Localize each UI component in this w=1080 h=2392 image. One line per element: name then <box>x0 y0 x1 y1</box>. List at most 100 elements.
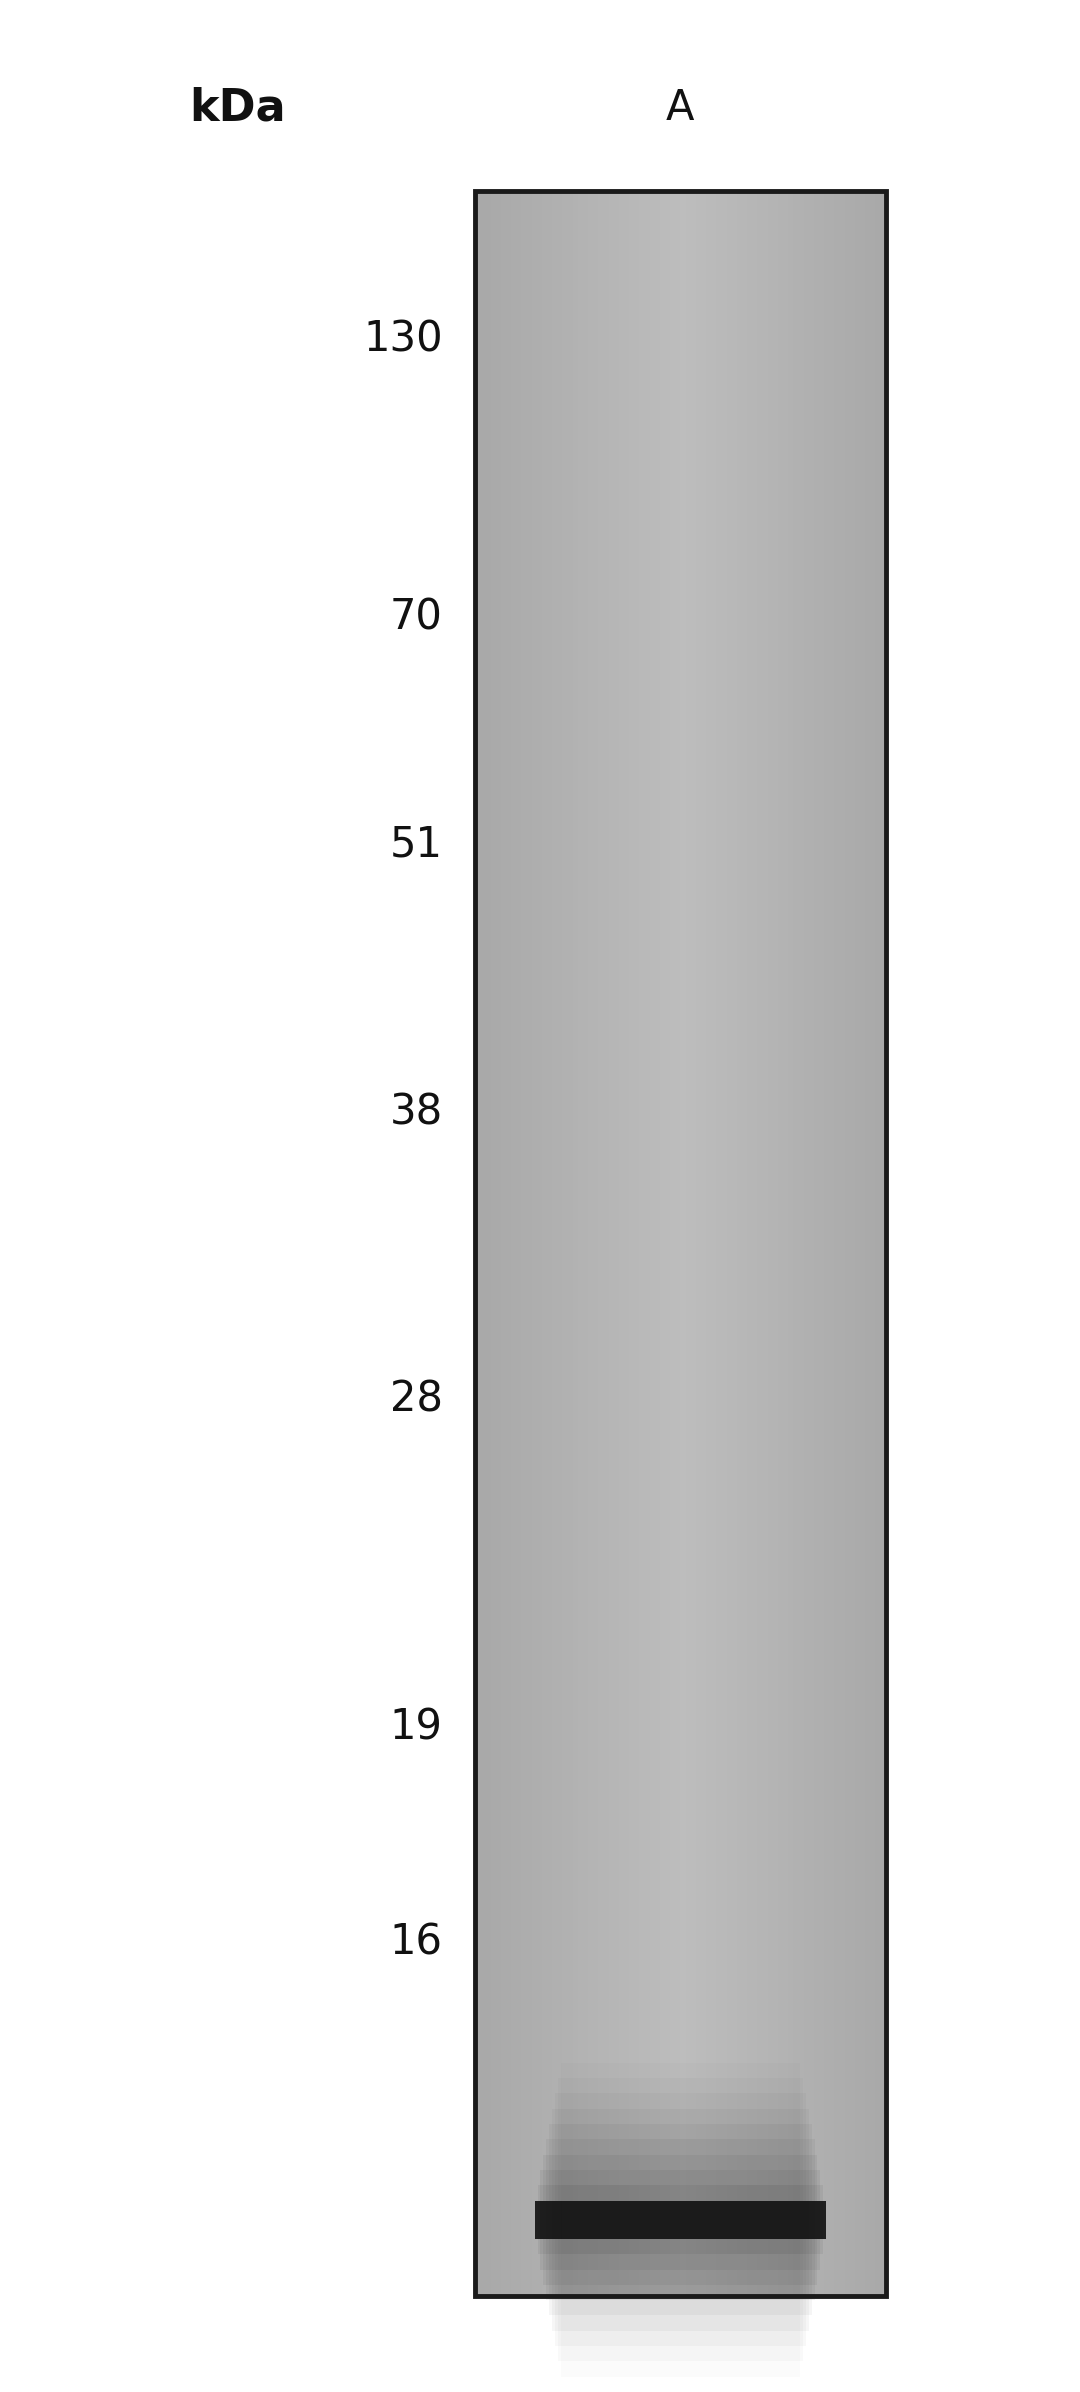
Bar <box>568 191 572 2296</box>
Bar <box>557 191 563 2296</box>
Bar <box>538 2186 823 2253</box>
Bar <box>670 191 675 2296</box>
Bar <box>516 191 522 2296</box>
Bar <box>572 191 578 2296</box>
Bar <box>752 191 757 2296</box>
Bar <box>757 191 762 2296</box>
Bar <box>845 191 850 2296</box>
Bar <box>691 191 696 2296</box>
Bar <box>824 191 829 2296</box>
Bar <box>558 2079 802 2361</box>
Bar <box>543 2155 818 2284</box>
Bar <box>634 191 639 2296</box>
Bar <box>527 191 531 2296</box>
Bar <box>747 191 752 2296</box>
Bar <box>768 191 773 2296</box>
Bar <box>555 2093 806 2347</box>
Bar <box>732 191 737 2296</box>
Bar <box>686 191 691 2296</box>
Bar <box>654 191 660 2296</box>
Bar <box>549 2124 812 2315</box>
Bar <box>552 191 557 2296</box>
Bar <box>665 191 670 2296</box>
Bar <box>798 191 804 2296</box>
Bar <box>490 191 496 2296</box>
Text: kDa: kDa <box>189 86 286 129</box>
Text: 70: 70 <box>390 596 443 639</box>
Bar <box>809 191 814 2296</box>
Bar <box>609 191 613 2296</box>
Bar <box>783 191 788 2296</box>
Bar <box>742 191 747 2296</box>
Bar <box>834 191 839 2296</box>
Bar <box>696 191 701 2296</box>
Bar <box>496 191 501 2296</box>
Text: 38: 38 <box>390 1091 443 1134</box>
Bar <box>773 191 778 2296</box>
Bar <box>855 191 860 2296</box>
Bar <box>850 191 855 2296</box>
Text: 130: 130 <box>363 318 443 361</box>
Bar <box>829 191 834 2296</box>
Bar <box>870 191 875 2296</box>
Bar <box>511 191 516 2296</box>
Text: 16: 16 <box>390 1921 443 1964</box>
Bar <box>505 191 511 2296</box>
Bar <box>563 191 568 2296</box>
Bar <box>629 191 634 2296</box>
Bar <box>701 191 706 2296</box>
Bar <box>814 191 819 2296</box>
Bar <box>583 191 588 2296</box>
Bar <box>522 191 527 2296</box>
Bar <box>598 191 604 2296</box>
Bar <box>546 2138 814 2301</box>
Bar <box>578 191 583 2296</box>
Bar <box>604 191 609 2296</box>
Bar <box>716 191 721 2296</box>
Bar <box>588 191 593 2296</box>
Bar <box>613 191 619 2296</box>
Text: 19: 19 <box>390 1705 443 1749</box>
Bar <box>531 191 537 2296</box>
Bar <box>865 191 870 2296</box>
Bar <box>639 191 645 2296</box>
Bar <box>793 191 798 2296</box>
Bar <box>839 191 845 2296</box>
Bar <box>778 191 783 2296</box>
Bar <box>804 191 809 2296</box>
Text: 28: 28 <box>390 1378 443 1421</box>
Bar <box>542 191 546 2296</box>
Bar <box>860 191 865 2296</box>
Bar <box>501 191 505 2296</box>
Bar <box>762 191 768 2296</box>
Bar <box>486 191 490 2296</box>
Bar <box>645 191 650 2296</box>
Bar <box>737 191 742 2296</box>
Bar <box>680 191 686 2296</box>
Text: 51: 51 <box>390 823 443 866</box>
Bar <box>546 191 552 2296</box>
Bar <box>481 191 486 2296</box>
Bar <box>880 191 886 2296</box>
Bar <box>537 191 542 2296</box>
Bar <box>721 191 727 2296</box>
Bar <box>552 2110 809 2330</box>
Bar <box>540 2170 821 2270</box>
Bar <box>535 2201 826 2239</box>
Bar <box>561 2062 800 2378</box>
Bar <box>475 191 481 2296</box>
Bar <box>475 191 886 2296</box>
Bar <box>593 191 598 2296</box>
Bar <box>706 191 711 2296</box>
Bar <box>624 191 629 2296</box>
Bar <box>649 191 654 2296</box>
Text: A: A <box>666 86 694 129</box>
Bar <box>819 191 824 2296</box>
Bar <box>876 191 880 2296</box>
Bar <box>727 191 732 2296</box>
Bar <box>788 191 793 2296</box>
Bar <box>660 191 665 2296</box>
Bar <box>535 2201 826 2239</box>
Bar <box>675 191 680 2296</box>
Bar <box>619 191 624 2296</box>
